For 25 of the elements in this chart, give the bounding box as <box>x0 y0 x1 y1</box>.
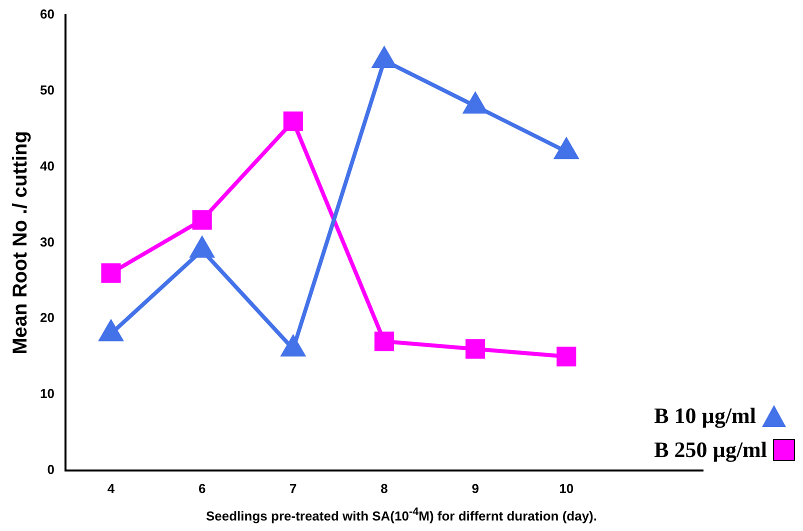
x-tick-label: 6 <box>198 480 206 496</box>
point <box>466 339 486 359</box>
x-tick-label: 4 <box>107 480 116 496</box>
x-tick-label: 10 <box>559 480 574 496</box>
x-tick-label: 9 <box>472 480 479 496</box>
point <box>554 138 578 160</box>
point <box>372 48 396 68</box>
point <box>464 93 487 114</box>
y-tick-label: 10 <box>40 386 54 402</box>
y-tick-label: 30 <box>40 234 54 250</box>
y-tick-label: 60 <box>40 6 54 22</box>
x-axis-title: Seedlings pre-treated with SA(10$^{-4}$M) for differnt duration (day). <box>204 506 598 524</box>
x-tick-label: 7 <box>290 480 297 496</box>
legend-label: B 10 µg/ml <box>654 403 756 429</box>
point <box>556 346 576 366</box>
point <box>192 210 212 230</box>
x-tick-label: 8 <box>380 480 388 496</box>
legend-label: B 250 µg/ml <box>654 437 767 463</box>
y-tick-label: 50 <box>40 82 54 98</box>
y-tick-label: 40 <box>40 158 54 174</box>
point <box>101 263 121 283</box>
y-tick-label: 0 <box>47 462 54 477</box>
y-axis-title: Mean Root No ./ cutting <box>10 131 32 354</box>
y-tick-label: 20 <box>40 310 54 326</box>
point <box>374 332 394 352</box>
